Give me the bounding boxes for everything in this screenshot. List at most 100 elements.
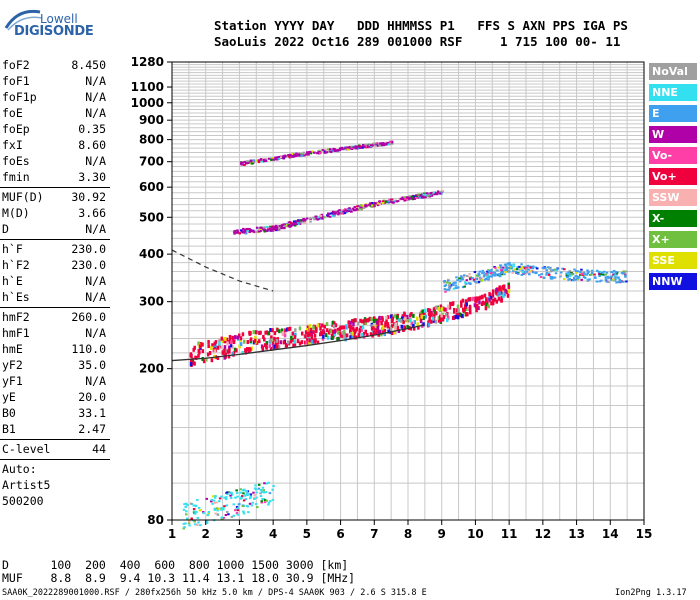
echo-mark — [384, 323, 387, 328]
echo-mark — [502, 268, 506, 271]
echo-mark — [400, 324, 404, 329]
echo-mark — [364, 318, 367, 323]
echo-mark — [379, 142, 382, 145]
echo-mark — [236, 507, 240, 510]
echo-mark — [384, 200, 388, 203]
echo-mark — [248, 497, 252, 500]
echo-mark — [487, 278, 490, 281]
echo-mark — [239, 491, 243, 494]
echo-mark — [227, 513, 230, 516]
echo-mark — [415, 316, 419, 321]
echo-mark — [374, 202, 377, 205]
echo-mark — [527, 268, 530, 271]
echo-mark — [300, 219, 304, 222]
echo-mark — [236, 229, 239, 232]
echo-mark — [225, 496, 228, 499]
echo-mark — [266, 227, 270, 230]
legend-item-nnw: NNW — [649, 273, 697, 290]
echo-mark — [241, 332, 245, 337]
echo-mark — [249, 229, 252, 232]
x-tick-label: 2 — [202, 527, 210, 541]
echo-mark — [323, 216, 326, 219]
echo-mark — [372, 143, 375, 146]
echo-mark — [236, 495, 239, 498]
echo-mark — [321, 336, 325, 341]
echo-mark — [260, 500, 264, 503]
legend-item-x: X+ — [649, 231, 697, 248]
echo-mark — [403, 199, 407, 202]
echo-mark — [222, 507, 225, 510]
param-name: fmin — [2, 170, 30, 184]
echo-mark — [477, 306, 480, 311]
echo-mark — [353, 332, 356, 337]
echo-mark — [254, 335, 257, 340]
echo-mark — [192, 347, 195, 352]
echo-mark — [387, 200, 391, 203]
echo-mark — [318, 217, 321, 220]
echo-mark — [339, 325, 342, 330]
echo-mark — [262, 226, 266, 229]
echo-mark — [468, 304, 472, 309]
param-row-group4-4: yF1 N/A — [2, 374, 106, 390]
x-tick-label: 12 — [535, 527, 552, 541]
echo-mark — [427, 320, 430, 325]
legend-item-nne: NNE — [649, 84, 697, 101]
echo-mark — [481, 279, 484, 282]
echo-mark — [393, 200, 397, 203]
echo-mark — [213, 508, 217, 511]
echo-mark — [251, 162, 254, 165]
echo-mark — [244, 350, 247, 355]
param-name: D — [2, 222, 9, 236]
echo-mark — [315, 329, 318, 334]
param-row-group4-2: hmE 110.0 — [2, 342, 106, 358]
echo-mark — [346, 210, 349, 213]
echo-mark — [356, 321, 360, 326]
echo-mark — [468, 282, 472, 285]
echo-mark — [232, 503, 236, 506]
echo-mark — [368, 317, 372, 322]
echo-mark — [392, 201, 395, 204]
echo-mark — [410, 195, 414, 198]
echo-mark — [615, 281, 618, 284]
echo-mark — [348, 207, 351, 210]
echo-mark — [304, 153, 308, 156]
echo-mark — [458, 277, 461, 280]
echo-mark — [339, 333, 343, 338]
echo-mark — [381, 202, 385, 205]
echo-mark — [583, 273, 586, 276]
echo-mark — [368, 202, 372, 205]
echo-mark — [534, 266, 538, 269]
echo-mark — [472, 296, 475, 301]
echo-mark — [605, 271, 609, 274]
echo-mark — [541, 266, 545, 269]
echo-mark — [306, 325, 310, 330]
echo-mark — [228, 334, 232, 339]
echo-mark — [238, 232, 241, 235]
echo-mark — [310, 339, 314, 344]
echo-mark — [263, 491, 266, 494]
echo-mark — [248, 231, 251, 234]
echo-mark — [446, 279, 450, 282]
echo-mark — [498, 291, 501, 296]
param-value: N/A — [85, 74, 106, 88]
echo-mark — [567, 273, 570, 276]
echo-mark — [378, 144, 381, 147]
echo-mark — [475, 308, 478, 313]
echo-mark — [399, 318, 403, 323]
echo-mark — [514, 270, 518, 273]
echo-mark — [280, 225, 283, 228]
echo-mark — [465, 302, 468, 307]
param-value: N/A — [85, 274, 106, 288]
echo-mark — [559, 274, 562, 277]
echo-mark — [390, 142, 394, 145]
echo-mark — [228, 345, 231, 350]
echo-mark — [345, 333, 349, 338]
echo-mark — [303, 218, 307, 221]
param-row-group4-6: B0 33.1 — [2, 406, 106, 422]
echo-mark — [255, 226, 259, 229]
echo-mark — [508, 261, 511, 264]
auto-scaling-line: Artist5 — [2, 478, 106, 494]
y-tick-label: 900 — [139, 113, 164, 127]
echo-mark — [192, 511, 196, 514]
echo-mark — [263, 499, 267, 502]
